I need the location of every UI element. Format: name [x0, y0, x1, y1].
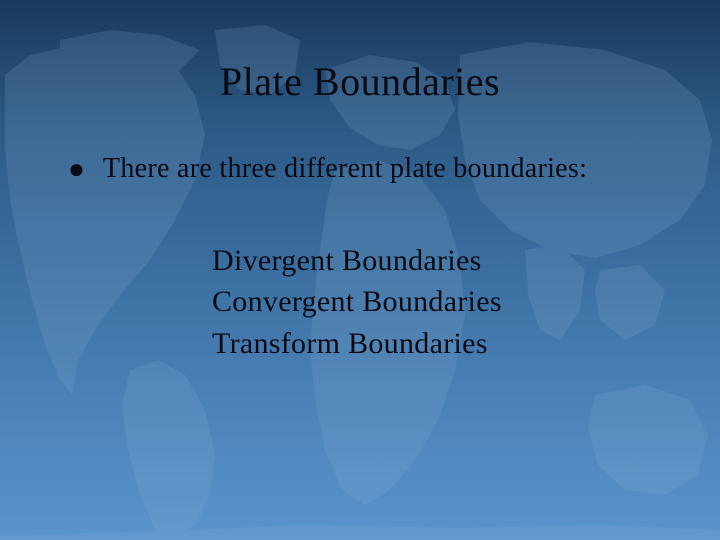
slide-content: Plate Boundaries ● There are three diffe… [0, 0, 720, 540]
list-item: Transform Boundaries [212, 323, 660, 364]
boundary-list: Divergent Boundaries Convergent Boundari… [60, 240, 660, 364]
list-item: Divergent Boundaries [212, 240, 660, 281]
intro-row: ● There are three different plate bounda… [60, 153, 660, 186]
bullet-icon: ● [68, 155, 85, 186]
intro-text: There are three different plate boundari… [103, 153, 587, 185]
list-item: Convergent Boundaries [212, 281, 660, 322]
slide-title: Plate Boundaries [60, 58, 660, 105]
